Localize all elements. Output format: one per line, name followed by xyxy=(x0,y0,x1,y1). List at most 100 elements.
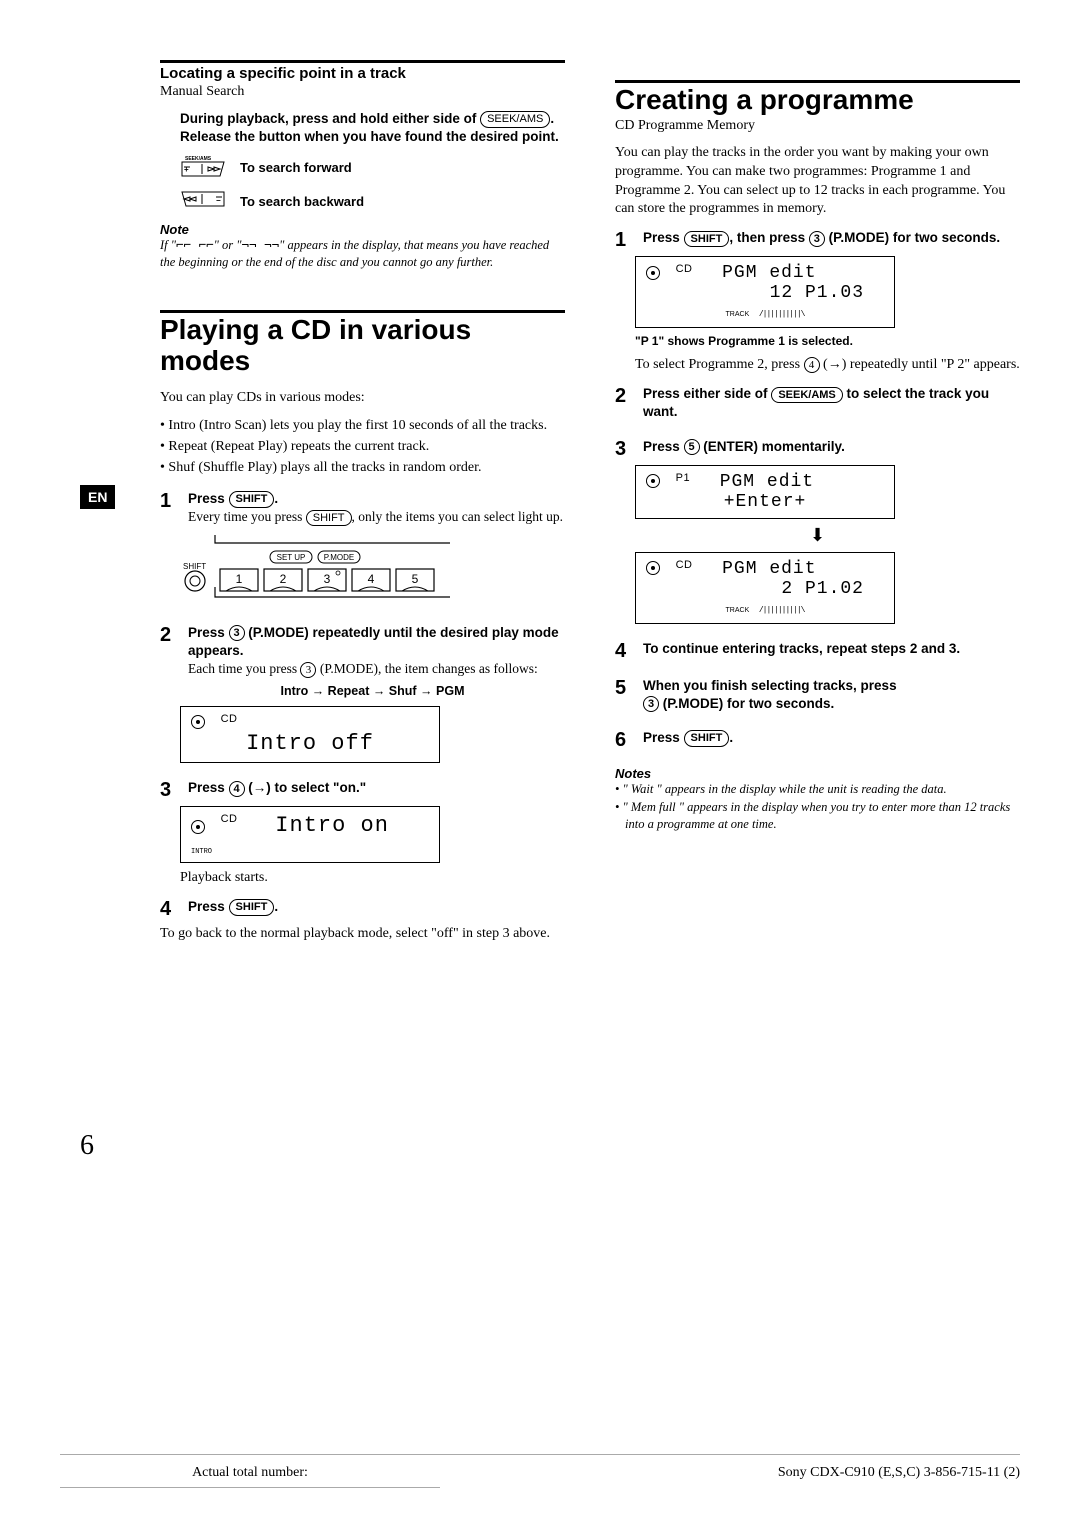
step-1: 1 xyxy=(160,491,178,511)
lcd-line2: 2 P1.02 xyxy=(781,579,864,599)
disc-icon xyxy=(191,820,205,834)
button-3: 3 xyxy=(643,696,659,712)
lcd-track-label: TRACK xyxy=(726,311,750,318)
divider xyxy=(615,80,1020,83)
button-4: 4 xyxy=(804,357,820,373)
create-intro: You can play the tracks in the order you… xyxy=(615,144,1020,220)
footer: Actual total number: Sony CDX-C910 (E,S,… xyxy=(60,1454,1020,1488)
button-4: 4 xyxy=(229,781,245,797)
lang-badge: EN xyxy=(80,485,115,509)
step-2: 2 xyxy=(160,625,178,645)
disc-icon xyxy=(646,561,660,575)
step-r1: 1 xyxy=(615,230,633,250)
svg-text:P.MODE: P.MODE xyxy=(324,553,355,562)
column-left: Locating a specific point in a track Man… xyxy=(160,60,565,954)
svg-text:4: 4 xyxy=(368,572,375,586)
p2-sel-b: (→) repeatedly until "P 2" appears. xyxy=(820,357,1020,372)
locate-subhead: Manual Search xyxy=(160,84,565,100)
svg-text:SEEK/AMS: SEEK/AMS xyxy=(185,156,212,162)
lcd-badge: INTRO xyxy=(191,848,212,856)
step-r4: 4 xyxy=(615,641,633,661)
seek-backward-row: − To search backward xyxy=(180,188,565,214)
svg-text:SET UP: SET UP xyxy=(277,553,306,562)
step-r2: 2 xyxy=(615,386,633,406)
svg-text:3: 3 xyxy=(324,572,331,586)
bullet-intro: • Intro (Intro Scan) lets you play the f… xyxy=(160,417,565,436)
lcd-cd-label: CD xyxy=(676,263,693,275)
shift-button-label: SHIFT xyxy=(306,510,352,526)
shift-button-label: SHIFT xyxy=(684,730,730,746)
note-2: • " Mem full " appears in the display wh… xyxy=(615,799,1020,832)
lcd-line1: PGM edit xyxy=(722,559,816,579)
lcd-line2: +Enter+ xyxy=(646,492,884,512)
seek-fwd-label: To search forward xyxy=(240,160,352,175)
notes-list: • " Wait " appears in the display while … xyxy=(615,781,1020,832)
column-right: Creating a programme CD Programme Memory… xyxy=(615,60,1020,954)
disc-icon xyxy=(191,715,205,729)
lcd-cd-label: CD xyxy=(676,559,693,571)
play-mode-list: • Intro (Intro Scan) lets you play the f… xyxy=(160,417,565,478)
button-3: 3 xyxy=(300,662,316,678)
notes-heading: Notes xyxy=(615,766,1020,781)
bullet-repeat: • Repeat (Repeat Play) repeats the curre… xyxy=(160,438,565,457)
svg-text:SHIFT: SHIFT xyxy=(183,562,206,571)
play-intro: You can play CDs in various modes: xyxy=(160,389,565,408)
lcd-p1-label: P1 xyxy=(676,472,690,484)
p1-caption: "P 1" shows Programme 1 is selected. xyxy=(635,334,1020,348)
mode-chain: Intro → Repeat → Shuf → PGM xyxy=(180,684,565,698)
footer-right: Sony CDX-C910 (E,S,C) 3-856-715-11 (2) xyxy=(778,1465,1020,1488)
p2-sel-a: To select Programme 2, press xyxy=(635,357,804,372)
lcd-intro-off: CD Intro off xyxy=(180,706,440,763)
lcd-pgm-enter: P1 PGM edit +Enter+ xyxy=(635,465,895,519)
playback-starts: Playback starts. xyxy=(180,869,565,888)
disc-icon xyxy=(646,266,660,280)
seek-ams-button-label: SEEK/AMS xyxy=(771,387,842,403)
bullet-shuf: • Shuf (Shuffle Play) plays all the trac… xyxy=(160,459,565,478)
shift-button-label: SHIFT xyxy=(229,899,275,915)
disc-icon xyxy=(646,474,660,488)
play-heading: Playing a CD in various modes xyxy=(160,315,565,377)
step-r5: 5 xyxy=(615,678,633,698)
seek-forward-row: SEEK/AMS + To search forward xyxy=(180,154,565,180)
page-number: 6 xyxy=(80,1130,94,1162)
note-1: • " Wait " appears in the display while … xyxy=(615,781,1020,797)
lcd-intro-on: CD Intro on INTRO xyxy=(180,806,440,863)
button-5: 5 xyxy=(684,439,700,455)
shift-button-label: SHIFT xyxy=(684,231,730,247)
lcd-line2: 12 P1.03 xyxy=(770,283,864,303)
create-subhead: CD Programme Memory xyxy=(615,118,1020,134)
shift-button-label: SHIFT xyxy=(229,491,275,507)
divider xyxy=(160,310,565,313)
svg-text:1: 1 xyxy=(236,572,243,586)
lcd-cd-label: CD xyxy=(221,713,238,725)
lcd-line1: PGM edit xyxy=(722,263,816,283)
note-heading: Note xyxy=(160,222,565,237)
divider xyxy=(160,60,565,63)
svg-text:−: − xyxy=(216,196,221,205)
seek-ams-button-label: SEEK/AMS xyxy=(480,111,550,127)
locate-instr-a: During playback, press and hold either s… xyxy=(180,111,480,126)
svg-text:+: + xyxy=(184,165,189,174)
footer-left: Actual total number: xyxy=(60,1465,440,1488)
lcd-track-label: TRACK xyxy=(726,607,750,614)
button-3: 3 xyxy=(809,231,825,247)
svg-text:5: 5 xyxy=(412,572,419,586)
svg-text:2: 2 xyxy=(280,572,287,586)
lcd-pgm-edit-2: CD PGM edit 2 P1.02 TRACK /||||||||||\ xyxy=(635,552,895,624)
step-r3: 3 xyxy=(615,439,633,459)
lcd-line1: PGM edit xyxy=(720,472,814,492)
lcd-text: Intro off xyxy=(191,731,429,756)
seek-backward-icon: − xyxy=(180,188,226,214)
create-heading: Creating a programme xyxy=(615,85,1020,116)
back-to-normal: To go back to the normal playback mode, … xyxy=(160,925,565,944)
down-arrow-icon: ⬇ xyxy=(615,525,1020,546)
r4-text: To continue entering tracks, repeat step… xyxy=(643,641,960,656)
button-3: 3 xyxy=(229,625,245,641)
shift-deck-diagram: SET UP P.MODE SHIFT 1 2 xyxy=(180,535,460,610)
step-r6: 6 xyxy=(615,730,633,750)
lcd-pgm-edit-1: CD PGM edit 12 P1.03 TRACK /||||||||||\ xyxy=(635,256,895,328)
seek-forward-icon: SEEK/AMS + xyxy=(180,154,226,180)
locate-heading: Locating a specific point in a track xyxy=(160,65,565,82)
step-4: 4 xyxy=(160,899,178,919)
lcd-cd-label: CD xyxy=(221,813,238,825)
